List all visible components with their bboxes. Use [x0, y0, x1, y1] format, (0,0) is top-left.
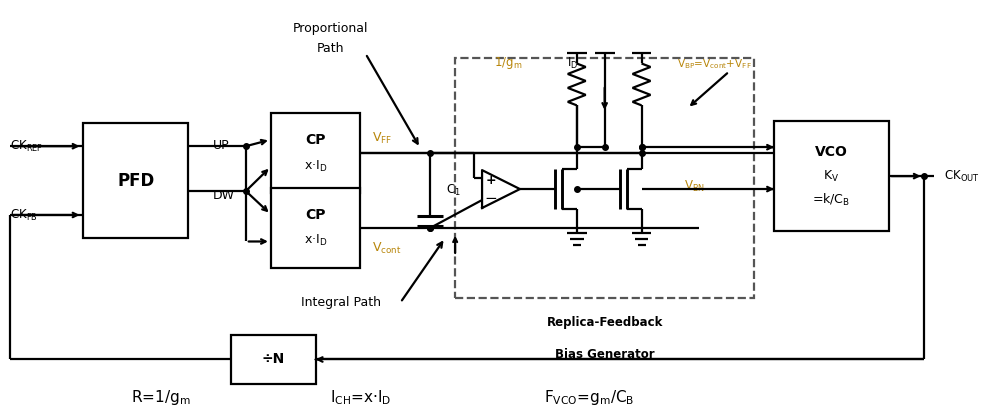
Text: CK$_\mathrm{OUT}$: CK$_\mathrm{OUT}$ — [944, 169, 979, 184]
Text: V$_\mathrm{BP}$=V$_\mathrm{cont}$+V$_\mathrm{FF}$: V$_\mathrm{BP}$=V$_\mathrm{cont}$+V$_\ma… — [677, 58, 752, 71]
Text: C$_1$: C$_1$ — [446, 183, 461, 198]
Text: CK$_\mathrm{REF}$: CK$_\mathrm{REF}$ — [10, 139, 43, 154]
Text: x·I$_\mathrm{D}$: x·I$_\mathrm{D}$ — [304, 233, 327, 249]
Text: Proportional: Proportional — [293, 22, 368, 35]
Text: F$_\mathrm{VCO}$=g$_\mathrm{m}$/C$_\mathrm{B}$: F$_\mathrm{VCO}$=g$_\mathrm{m}$/C$_\math… — [544, 388, 635, 407]
Text: V$_\mathrm{cont}$: V$_\mathrm{cont}$ — [372, 241, 402, 256]
Text: Replica-Feedback: Replica-Feedback — [546, 316, 663, 329]
Text: I$_\mathrm{D}$: I$_\mathrm{D}$ — [567, 56, 578, 71]
Text: UP: UP — [213, 139, 230, 152]
Bar — [271, 113, 360, 193]
Text: +: + — [486, 173, 496, 187]
Text: Path: Path — [317, 42, 344, 55]
Text: CK$_\mathrm{FB}$: CK$_\mathrm{FB}$ — [10, 207, 37, 223]
Text: V$_\mathrm{BN}$: V$_\mathrm{BN}$ — [684, 178, 705, 194]
Bar — [455, 59, 754, 298]
Text: R=1/g$_\mathrm{m}$: R=1/g$_\mathrm{m}$ — [131, 388, 191, 407]
Text: CP: CP — [305, 133, 326, 147]
Text: V$_\mathrm{FF}$: V$_\mathrm{FF}$ — [372, 131, 393, 146]
Text: CP: CP — [305, 208, 326, 222]
Polygon shape — [482, 170, 520, 208]
Text: ÷N: ÷N — [262, 352, 285, 366]
Text: DW: DW — [213, 189, 235, 202]
Text: PFD: PFD — [117, 171, 154, 190]
Text: x·I$_\mathrm{D}$: x·I$_\mathrm{D}$ — [304, 159, 327, 174]
Text: 1/g$_\mathrm{m}$: 1/g$_\mathrm{m}$ — [494, 55, 522, 71]
Text: Bias Generator: Bias Generator — [555, 347, 654, 361]
Text: K$_\mathrm{V}$: K$_\mathrm{V}$ — [823, 169, 840, 184]
Text: VCO: VCO — [815, 145, 848, 159]
Bar — [774, 121, 889, 231]
Text: −: − — [485, 190, 497, 206]
Bar — [271, 188, 360, 268]
Text: I$_\mathrm{CH}$=x·I$_\mathrm{D}$: I$_\mathrm{CH}$=x·I$_\mathrm{D}$ — [330, 388, 391, 407]
Bar — [231, 335, 316, 385]
Bar — [83, 123, 188, 238]
Text: =k/C$_\mathrm{B}$: =k/C$_\mathrm{B}$ — [812, 192, 850, 208]
Text: Integral Path: Integral Path — [301, 296, 381, 309]
